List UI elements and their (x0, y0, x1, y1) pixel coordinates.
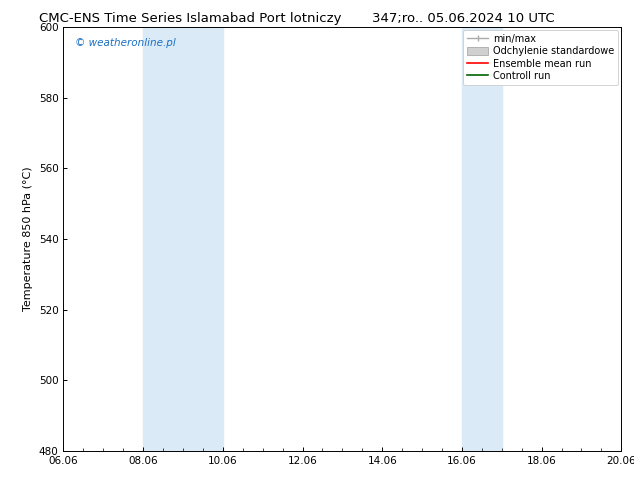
Text: © weatheronline.pl: © weatheronline.pl (75, 38, 176, 48)
Bar (462, 27, 501, 451)
Bar (143, 27, 223, 451)
Legend: min/max, Odchylenie standardowe, Ensemble mean run, Controll run: min/max, Odchylenie standardowe, Ensembl… (463, 30, 618, 85)
Y-axis label: Temperature 850 hPa (°C): Temperature 850 hPa (°C) (23, 167, 33, 311)
Text: CMC-ENS Time Series Islamabad Port lotniczy: CMC-ENS Time Series Islamabad Port lotni… (39, 12, 342, 25)
Text: 347;ro.. 05.06.2024 10 UTC: 347;ro.. 05.06.2024 10 UTC (372, 12, 554, 25)
